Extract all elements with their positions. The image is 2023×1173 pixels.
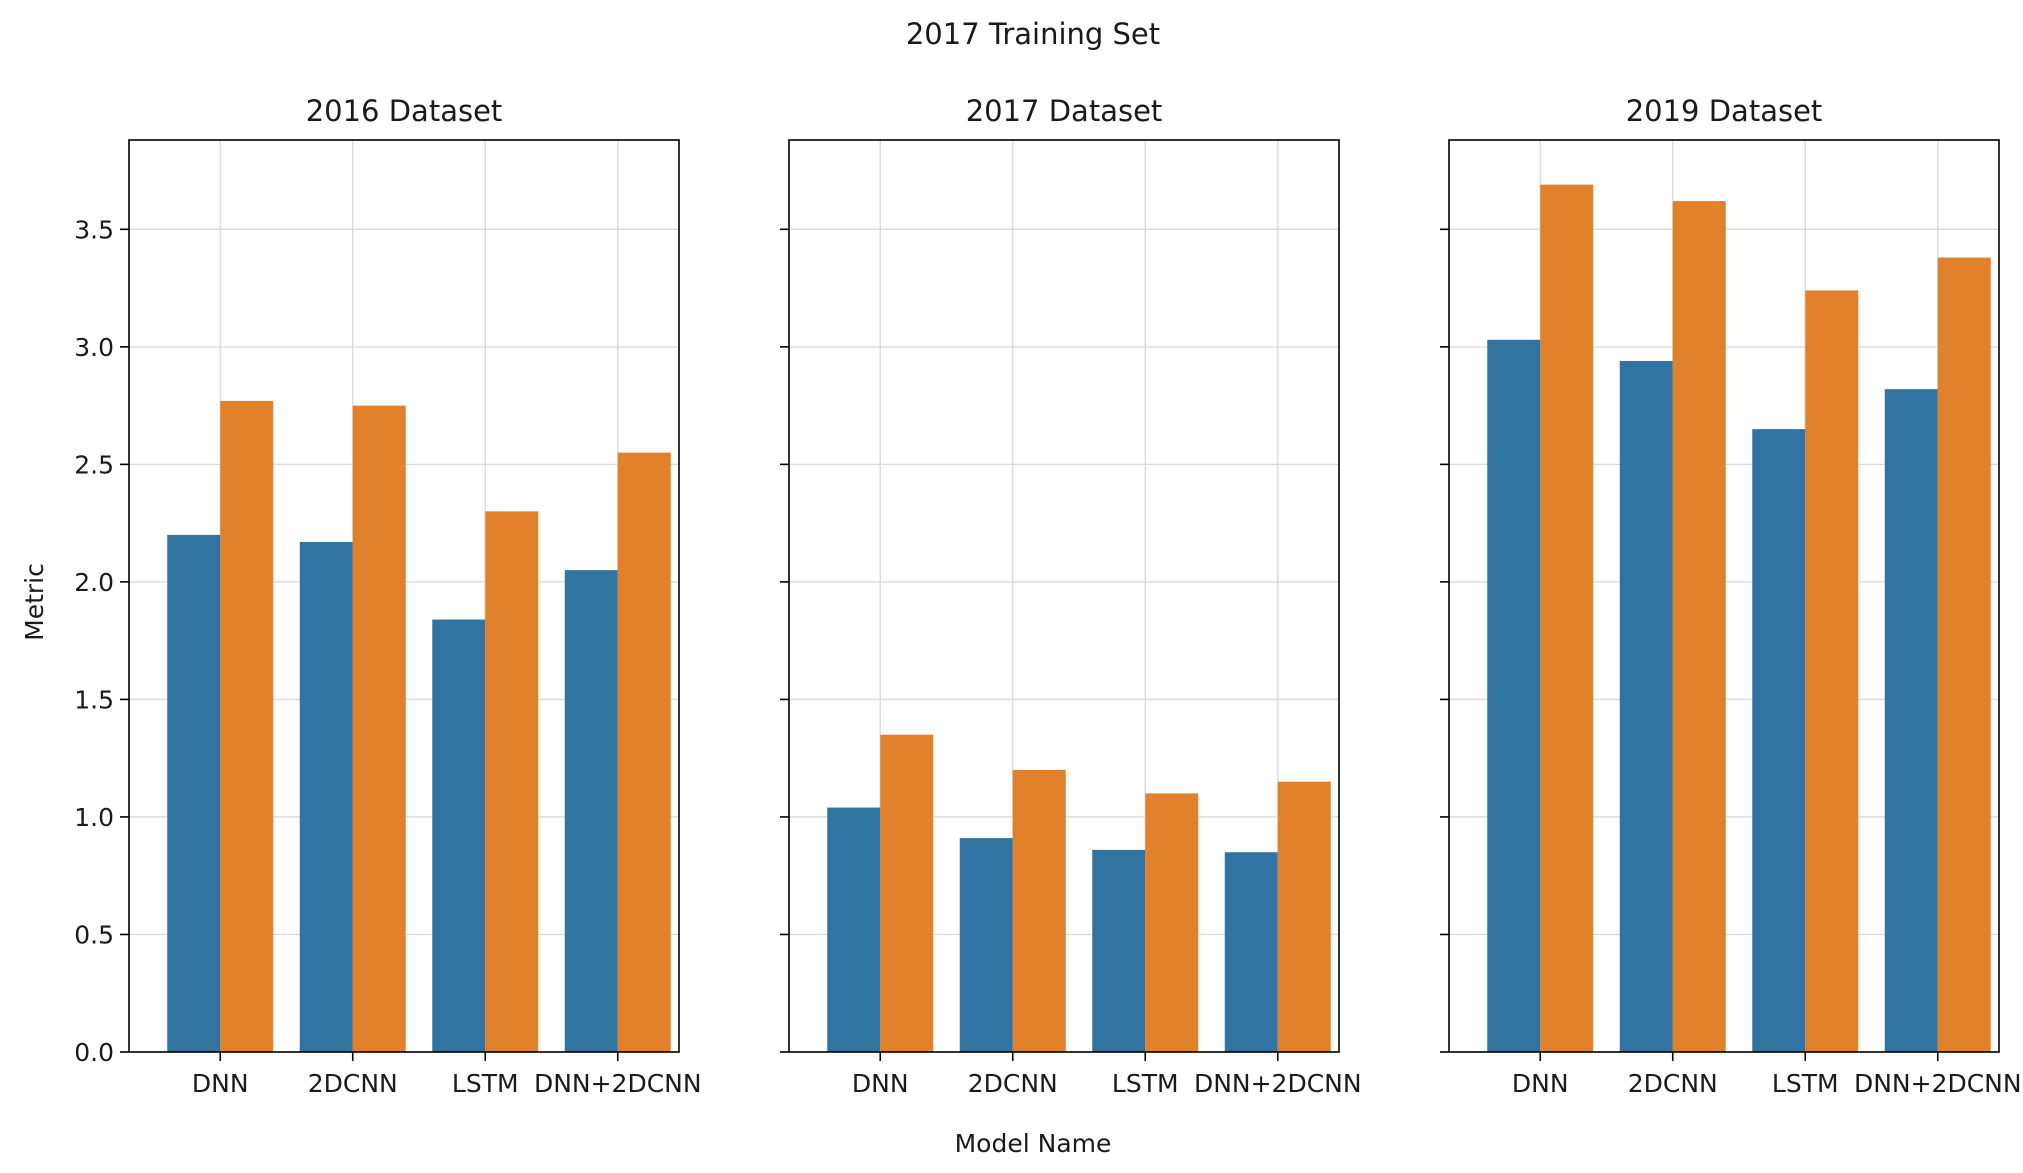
x-tick-label: DNN+2DCNN (534, 1069, 702, 1098)
bar-series-1-dnn-2dcnn (1884, 389, 1938, 1052)
bar-series-2-dnn-2dcnn (617, 452, 671, 1053)
bar-series-2-2dcnn (1012, 769, 1066, 1052)
x-tick-label: DNN+2DCNN (1194, 1069, 1362, 1098)
bar-series-1-dnn-2dcnn (564, 570, 618, 1052)
bar-series-1-lstm (1092, 849, 1146, 1052)
x-tick-label: LSTM (1112, 1069, 1179, 1098)
x-tick-label: DNN (852, 1069, 909, 1098)
x-tick-label: DNN (1512, 1069, 1569, 1098)
bar-series-1-2dcnn (1619, 360, 1673, 1052)
bar-series-2-lstm (485, 511, 539, 1052)
x-tick-label: LSTM (1772, 1069, 1839, 1098)
y-tick-label: 2.0 (74, 568, 114, 597)
bar-series-1-2dcnn (299, 541, 353, 1052)
x-tick-label: LSTM (452, 1069, 519, 1098)
x-axis-label: Model Name (955, 1129, 1112, 1158)
panel-1: 2016 Dataset 0.0 0.5 1.0 1.5 2.0 2.5 3.0 3.5 DNN 2… (74, 94, 701, 1098)
bar-series-2-dnn (1540, 184, 1594, 1052)
bar-series-2-lstm (1145, 793, 1199, 1052)
panel-2: 2017 Dataset DNN 2DCNN LSTM DNN+2DCNN (780, 94, 1362, 1098)
panel-3: 2019 Dataset DNN 2DCNN LSTM DNN+2DCNN (1440, 94, 2022, 1098)
bar-series-1-dnn (827, 807, 881, 1052)
axes-frame (128, 139, 680, 1053)
bar-series-2-dnn-2dcnn (1937, 257, 1991, 1053)
y-tick-label: 1.5 (74, 685, 114, 714)
bar-series-1-lstm (1752, 429, 1806, 1052)
bar-series-1-dnn (1487, 339, 1541, 1052)
bar-series-2-dnn-2dcnn (1277, 781, 1331, 1052)
x-tick-label: DNN (192, 1069, 249, 1098)
axes-frame (788, 139, 1340, 1053)
y-axis-label: Metric (20, 563, 49, 641)
bar-series-1-lstm (432, 619, 486, 1052)
y-tick-label: 1.0 (74, 803, 114, 832)
panel-title: 2019 Dataset (1626, 94, 1823, 128)
figure-suptitle: 2017 Training Set (906, 17, 1160, 51)
x-tick-label: 2DCNN (1628, 1069, 1718, 1098)
bar-series-2-dnn (880, 734, 934, 1052)
bar-series-2-2dcnn (352, 405, 406, 1052)
y-tick-label: 3.0 (74, 333, 114, 362)
bar-series-1-dnn-2dcnn (1224, 852, 1278, 1052)
panel-title: 2016 Dataset (306, 94, 503, 128)
y-tick-label: 3.5 (74, 215, 114, 244)
panel-title: 2017 Dataset (966, 94, 1163, 128)
y-tick-label: 2.5 (74, 450, 114, 479)
x-tick-label: DNN+2DCNN (1854, 1069, 2022, 1098)
x-tick-label: 2DCNN (308, 1069, 398, 1098)
y-tick-label: 0.0 (74, 1038, 114, 1067)
bar-series-1-dnn (167, 534, 221, 1052)
bar-series-2-2dcnn (1672, 201, 1726, 1052)
axes-frame (1448, 139, 2000, 1053)
bar-series-2-lstm (1805, 290, 1859, 1052)
bar-series-1-2dcnn (959, 838, 1013, 1052)
y-tick-label: 0.5 (74, 920, 114, 949)
bar-series-2-dnn (220, 400, 274, 1052)
x-tick-label: 2DCNN (968, 1069, 1058, 1098)
